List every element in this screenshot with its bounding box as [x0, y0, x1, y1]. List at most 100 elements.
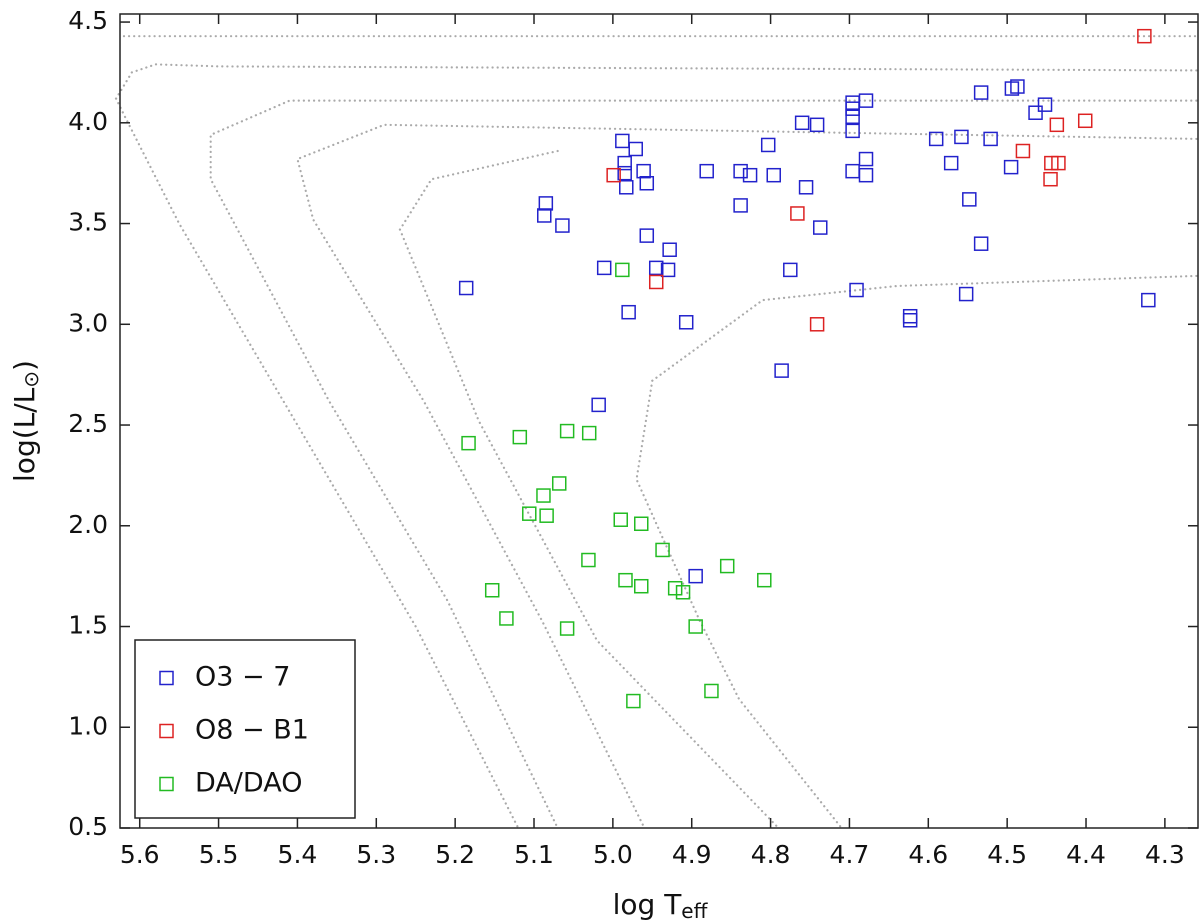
point [655, 542, 670, 558]
point [538, 196, 554, 211]
y-tick-label: 4.0 [68, 107, 108, 136]
x-tick-label: 4.5 [987, 840, 1027, 869]
point [613, 512, 629, 527]
y-tick-label: 3.0 [68, 308, 108, 337]
point [1049, 117, 1065, 133]
plot-frame [119, 13, 1199, 829]
point [760, 137, 776, 153]
x-tick-label: 4.3 [1145, 840, 1185, 869]
y-axis-label: log(L/L⊙) [8, 360, 43, 482]
point [1003, 159, 1019, 175]
point [790, 206, 805, 221]
point [461, 435, 476, 451]
point [688, 568, 703, 584]
point [1015, 143, 1031, 159]
point [1010, 79, 1025, 94]
point [766, 167, 781, 183]
point [621, 304, 636, 320]
point [983, 131, 998, 147]
point [704, 683, 719, 699]
x-tick-label: 5.4 [278, 840, 318, 869]
x-tick-label: 4.6 [908, 840, 948, 869]
point [794, 115, 810, 131]
y-tick-label: 1.5 [68, 611, 108, 640]
point [1037, 97, 1053, 112]
y-tick-label: 3.5 [68, 208, 108, 237]
point [699, 163, 714, 179]
point [958, 286, 974, 302]
point [675, 585, 691, 600]
point [973, 236, 989, 251]
legend-marker [159, 776, 174, 792]
point [813, 220, 828, 235]
point [648, 260, 664, 276]
x-tick-label: 5.0 [593, 840, 633, 869]
track [114, 63, 1198, 830]
point [618, 572, 633, 588]
point [1028, 105, 1043, 120]
x-tick-label: 4.4 [1066, 840, 1106, 869]
point [537, 208, 552, 223]
point [648, 274, 664, 290]
point [536, 488, 551, 503]
point [719, 558, 735, 574]
track [209, 99, 1198, 830]
point [973, 85, 989, 100]
x-tick-label: 4.9 [672, 840, 712, 869]
point [902, 313, 918, 328]
point [591, 397, 606, 413]
point [858, 151, 874, 167]
point [581, 425, 597, 441]
point [954, 129, 969, 145]
point [1051, 155, 1066, 171]
point [858, 93, 874, 108]
point [555, 218, 570, 233]
point [678, 315, 694, 330]
point [559, 621, 575, 636]
y-tick-label: 4.5 [68, 6, 108, 35]
y-tick-label: 2.5 [68, 409, 108, 438]
point [581, 552, 596, 568]
x-tick-label: 5.1 [514, 840, 554, 869]
legend-box [134, 639, 356, 819]
legend-marker [159, 723, 174, 739]
point [849, 282, 864, 298]
x-tick-label: 4.7 [830, 840, 870, 869]
track [398, 149, 780, 830]
point [845, 101, 860, 116]
point [639, 175, 655, 191]
x-tick-label: 5.5 [199, 840, 239, 869]
legend-label: DA/DAO [195, 768, 302, 799]
point [774, 363, 789, 378]
point [606, 167, 621, 183]
point [559, 423, 575, 439]
point [858, 167, 874, 183]
point [634, 578, 649, 594]
point [662, 242, 677, 257]
point [484, 582, 500, 598]
point [809, 117, 825, 133]
point [619, 180, 634, 195]
point [551, 476, 567, 491]
x-tick-label: 5.2 [435, 840, 475, 869]
point [539, 508, 554, 523]
point [757, 572, 772, 588]
legend-label: O3 − 7 [195, 662, 290, 693]
point [962, 192, 977, 207]
point [1004, 81, 1020, 96]
point [615, 262, 630, 278]
point [596, 260, 612, 276]
point [628, 141, 643, 157]
point [902, 308, 918, 324]
point [634, 516, 649, 532]
point [688, 619, 703, 634]
legend-marker [159, 670, 174, 686]
point [1137, 28, 1152, 44]
point [615, 133, 630, 149]
x-tick-label: 5.3 [356, 840, 396, 869]
point [626, 693, 641, 709]
point [845, 163, 860, 179]
point [1141, 292, 1156, 308]
point [943, 155, 959, 171]
y-tick-label: 0.5 [68, 812, 108, 841]
